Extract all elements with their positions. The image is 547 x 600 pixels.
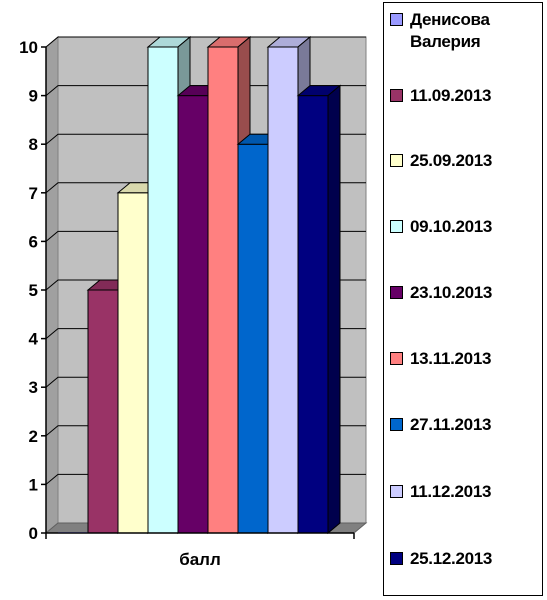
legend-item: 11.12.2013: [390, 481, 491, 503]
y-tick-label: 0: [29, 524, 38, 543]
legend-swatch: [390, 552, 403, 565]
legend-label: 25.09.2013: [410, 151, 493, 170]
legend-item: Денисова Валерия: [390, 9, 490, 53]
bar-front: [147, 46, 179, 534]
y-tick-label: 3: [29, 378, 38, 397]
legend-label: 13.11.2013: [410, 349, 492, 368]
y-tick-label: 1: [29, 475, 38, 494]
gridline: [45, 85, 366, 96]
legend-label: 11.09.2013: [410, 86, 492, 105]
legend-label: 09.10.2013: [410, 217, 493, 236]
legend-item: 09.10.2013: [390, 216, 492, 238]
legend-swatch: [390, 13, 403, 26]
y-tick-labels: 0 1 2 3 4 5 6 7 8 9 10: [19, 38, 38, 543]
bar-front: [237, 143, 269, 534]
y-tick-label: 10: [19, 38, 38, 57]
y-tick-label: 7: [29, 184, 38, 203]
legend-swatch: [390, 286, 403, 299]
axes: [41, 46, 355, 539]
bar-front: [297, 95, 329, 534]
bar-front: [117, 192, 149, 534]
legend-item: 27.11.2013: [390, 414, 491, 436]
legend-item: 25.12.2013: [390, 548, 492, 570]
y-tick-label: 2: [29, 427, 38, 446]
legend-item: 25.09.2013: [390, 150, 492, 172]
legend-swatch: [390, 89, 403, 102]
x-category-label: балл: [179, 550, 221, 569]
bar-front: [207, 46, 239, 534]
legend-item: 23.10.2013: [390, 282, 492, 304]
bar-25.12.2013: [296, 84, 342, 535]
y-tick-label: 8: [29, 135, 38, 154]
legend-label: 23.10.2013: [410, 283, 493, 302]
legend-label: 27.11.2013: [410, 415, 492, 434]
y-tick-label: 6: [29, 232, 38, 251]
legend-item: 11.09.2013: [390, 85, 491, 107]
bar-front: [87, 289, 119, 534]
legend-label: 25.12.2013: [410, 549, 493, 568]
gridline: [45, 36, 366, 48]
legend: Денисова Валерия 11.09.2013 25.09.2013 09.1…: [383, 2, 543, 596]
legend-swatch: [390, 154, 403, 167]
y-tick-label: 5: [29, 281, 38, 300]
legend-label: Денисова Валерия: [410, 10, 490, 51]
bar-front: [267, 46, 299, 534]
legend-swatch: [390, 352, 403, 365]
legend-swatch: [390, 418, 403, 431]
legend-swatch: [390, 485, 403, 498]
bar-front: [177, 95, 209, 534]
y-tick-label: 9: [29, 87, 38, 106]
legend-swatch: [390, 220, 403, 233]
x-category-labels: балл: [179, 550, 221, 569]
bar-side: [327, 84, 341, 535]
legend-label: 11.12.2013: [410, 482, 492, 501]
bars: [58, 35, 342, 535]
legend-item: 13.11.2013: [390, 348, 491, 370]
y-tick-label: 4: [29, 330, 39, 349]
